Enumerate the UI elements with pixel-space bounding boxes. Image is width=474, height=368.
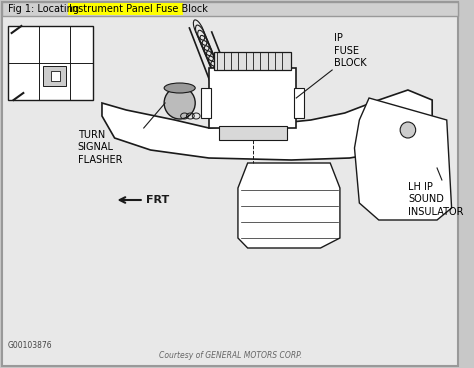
Bar (294, 88, 304, 118)
Bar (209, 68, 296, 128)
Circle shape (400, 122, 416, 138)
Text: IP
FUSE
BLOCK: IP FUSE BLOCK (334, 33, 367, 68)
Bar (43, 66, 66, 86)
Bar (51, 71, 60, 81)
Polygon shape (102, 90, 432, 160)
Text: Instrument Panel Fuse Block: Instrument Panel Fuse Block (69, 4, 208, 14)
Text: TURN
SIGNAL
FLASHER: TURN SIGNAL FLASHER (78, 130, 122, 165)
Bar (8, 26, 93, 100)
Polygon shape (238, 163, 340, 248)
Bar (68, 3, 182, 15)
Text: FRT: FRT (146, 195, 169, 205)
Text: LH IP
SOUND
INSULATOR: LH IP SOUND INSULATOR (408, 182, 464, 217)
Circle shape (164, 87, 195, 119)
Text: Fig 1: Locating: Fig 1: Locating (8, 4, 82, 14)
Text: G00103876: G00103876 (8, 341, 53, 350)
Bar (201, 88, 211, 118)
Polygon shape (355, 98, 452, 220)
Bar (219, 126, 286, 140)
Bar (2, 2, 458, 16)
Bar (214, 52, 292, 70)
Ellipse shape (164, 83, 195, 93)
Text: Courtesy of GENERAL MOTORS CORP.: Courtesy of GENERAL MOTORS CORP. (159, 351, 302, 361)
